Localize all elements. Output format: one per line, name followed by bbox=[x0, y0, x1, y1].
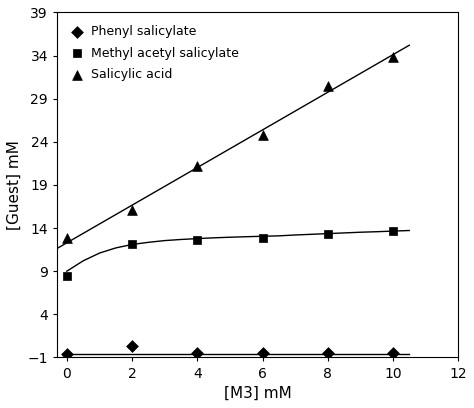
Methyl acetyl salicylate bbox=[128, 240, 136, 247]
Methyl acetyl salicylate bbox=[324, 231, 331, 237]
Phenyl salicylate bbox=[193, 350, 201, 356]
Y-axis label: [Guest] mM: [Guest] mM bbox=[7, 140, 22, 230]
Salicylic acid bbox=[193, 163, 201, 169]
X-axis label: [M3] mM: [M3] mM bbox=[224, 386, 292, 401]
Phenyl salicylate bbox=[63, 350, 71, 357]
Methyl acetyl salicylate bbox=[63, 272, 71, 279]
Salicylic acid bbox=[324, 82, 331, 89]
Phenyl salicylate bbox=[259, 350, 266, 356]
Phenyl salicylate bbox=[389, 350, 397, 357]
Methyl acetyl salicylate bbox=[193, 237, 201, 244]
Methyl acetyl salicylate bbox=[389, 227, 397, 234]
Phenyl salicylate bbox=[128, 343, 136, 350]
Salicylic acid bbox=[63, 235, 71, 242]
Salicylic acid bbox=[128, 207, 136, 213]
Salicylic acid bbox=[259, 132, 266, 138]
Legend: Phenyl salicylate, Methyl acetyl salicylate, Salicylic acid: Phenyl salicylate, Methyl acetyl salicyl… bbox=[63, 19, 245, 88]
Methyl acetyl salicylate bbox=[259, 234, 266, 241]
Phenyl salicylate bbox=[324, 350, 331, 357]
Salicylic acid bbox=[389, 54, 397, 60]
